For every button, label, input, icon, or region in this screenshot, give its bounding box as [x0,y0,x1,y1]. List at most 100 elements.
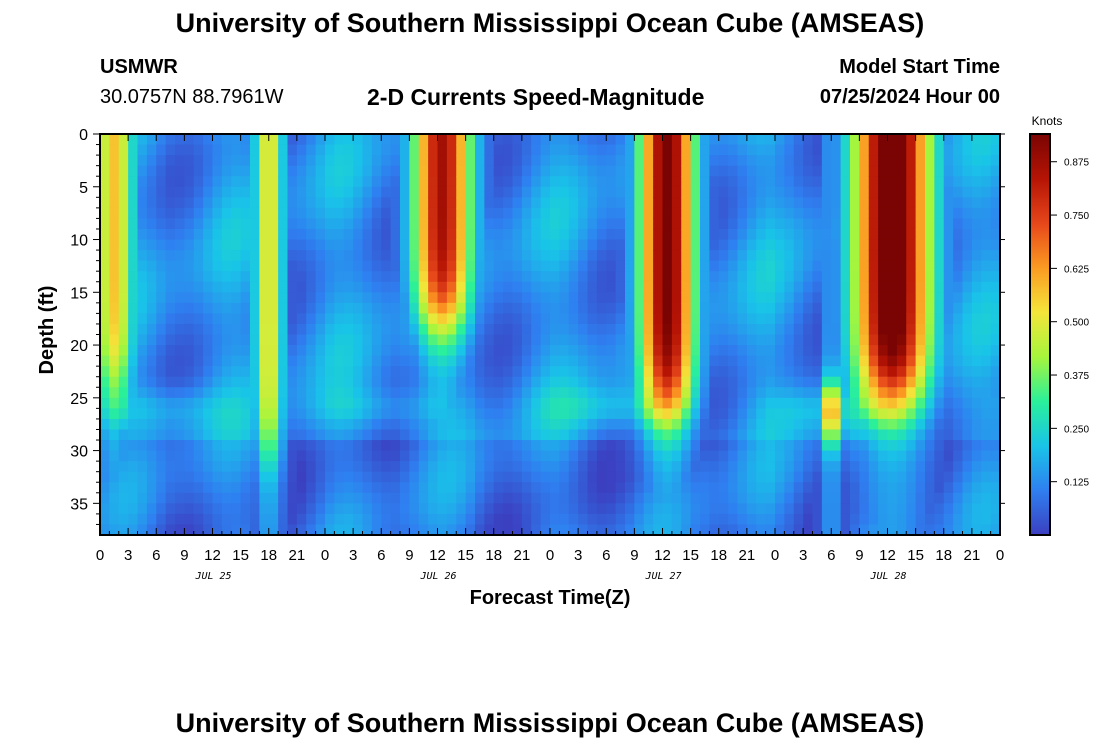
heatmap-cell [737,461,748,473]
heatmap-cell [934,155,945,167]
heatmap-cell [925,250,935,262]
heatmap-cell [981,334,992,346]
heatmap-cell [175,440,185,452]
heatmap-cell [418,228,429,241]
heatmap-cell [803,207,814,220]
heatmap-cell [268,408,279,420]
heatmap-cell [109,492,120,504]
heatmap-cell [709,408,720,420]
heatmap-cell [962,440,973,452]
heatmap-cell [100,176,110,188]
heatmap-cell [681,429,692,441]
heatmap-cell [934,440,945,452]
heatmap-cell [756,186,767,198]
heatmap-cell [737,186,748,198]
heatmap-cell [343,440,354,452]
heatmap-cell [962,418,973,431]
heatmap-cell [493,355,504,367]
heatmap-cell [231,513,242,526]
heatmap-cell [184,503,195,515]
heatmap-cell [521,471,532,483]
heatmap-cell [962,345,973,357]
heatmap-cell [325,186,335,198]
heatmap-cell [268,292,279,304]
heatmap-cell [690,334,701,346]
heatmap-cell [793,440,804,452]
heatmap-cell [100,482,110,494]
heatmap-cell [540,471,551,483]
heatmap-cell [718,207,729,220]
heatmap-cell [240,387,251,399]
heatmap-cell [596,271,607,283]
heatmap-cell [709,366,720,378]
heatmap-cell [868,186,879,198]
heatmap-cell [578,440,589,452]
heatmap-cell [296,144,307,156]
heatmap-cell [203,355,214,367]
heatmap-cell [540,408,551,420]
heatmap-cell [803,271,814,283]
heatmap-cell [587,218,598,230]
heatmap-cell [709,482,720,494]
heatmap-cell [540,250,551,262]
heatmap-cell [700,134,710,146]
heatmap-cell [287,313,298,325]
heatmap-cell [718,176,729,188]
heatmap-cell [887,176,898,188]
heatmap-cell [681,207,692,220]
heatmap-cell [906,492,917,504]
heatmap-cell [728,260,739,272]
heatmap-cell [371,144,382,156]
heatmap-cell [128,197,139,209]
heatmap-cell [400,513,410,526]
heatmap-cell [540,429,551,441]
heatmap-cell [165,302,176,314]
heatmap-cell [240,218,251,230]
heatmap-cell [662,345,673,357]
heatmap-cell [259,376,270,388]
heatmap-cell [606,471,617,483]
heatmap-cell [390,355,401,367]
heatmap-cell [765,450,776,462]
heatmap-cell [371,155,382,167]
heatmap-cell [540,144,551,156]
heatmap-cell [728,387,739,399]
heatmap-cell [325,281,335,293]
heatmap-cell [962,186,973,198]
heatmap-cell [662,429,673,441]
heatmap-cell [278,292,289,304]
heatmap-cell [325,524,335,536]
heatmap-cell [906,323,917,336]
heatmap-cell [371,323,382,336]
heatmap-cell [868,429,879,441]
heatmap-cell [381,408,392,420]
heatmap-cell [756,144,767,156]
heatmap-cell [175,334,185,346]
heatmap-cell [531,186,542,198]
heatmap-cell [625,334,635,346]
heatmap-cell [146,144,157,156]
heatmap-cell [578,471,589,483]
heatmap-cell [362,376,373,388]
heatmap-cell [681,482,692,494]
heatmap-cell [296,176,307,188]
heatmap-cell [109,355,120,367]
heatmap-cell [671,271,682,283]
heatmap-cell [503,228,514,241]
heatmap-cell [671,323,682,336]
heatmap-cell [193,281,204,293]
heatmap-cell [550,260,560,272]
heatmap-cell [700,334,710,346]
heatmap-cell [128,376,139,388]
heatmap-cell [240,250,251,262]
heatmap-cell [231,197,242,209]
heatmap-cell [268,387,279,399]
heatmap-cell [634,334,645,346]
heatmap-cell [512,155,523,167]
heatmap-cell [578,292,589,304]
heatmap-cell [681,260,692,272]
heatmap-cell [306,134,317,146]
heatmap-cell [381,250,392,262]
heatmap-cell [568,323,579,336]
heatmap-cell [165,218,176,230]
